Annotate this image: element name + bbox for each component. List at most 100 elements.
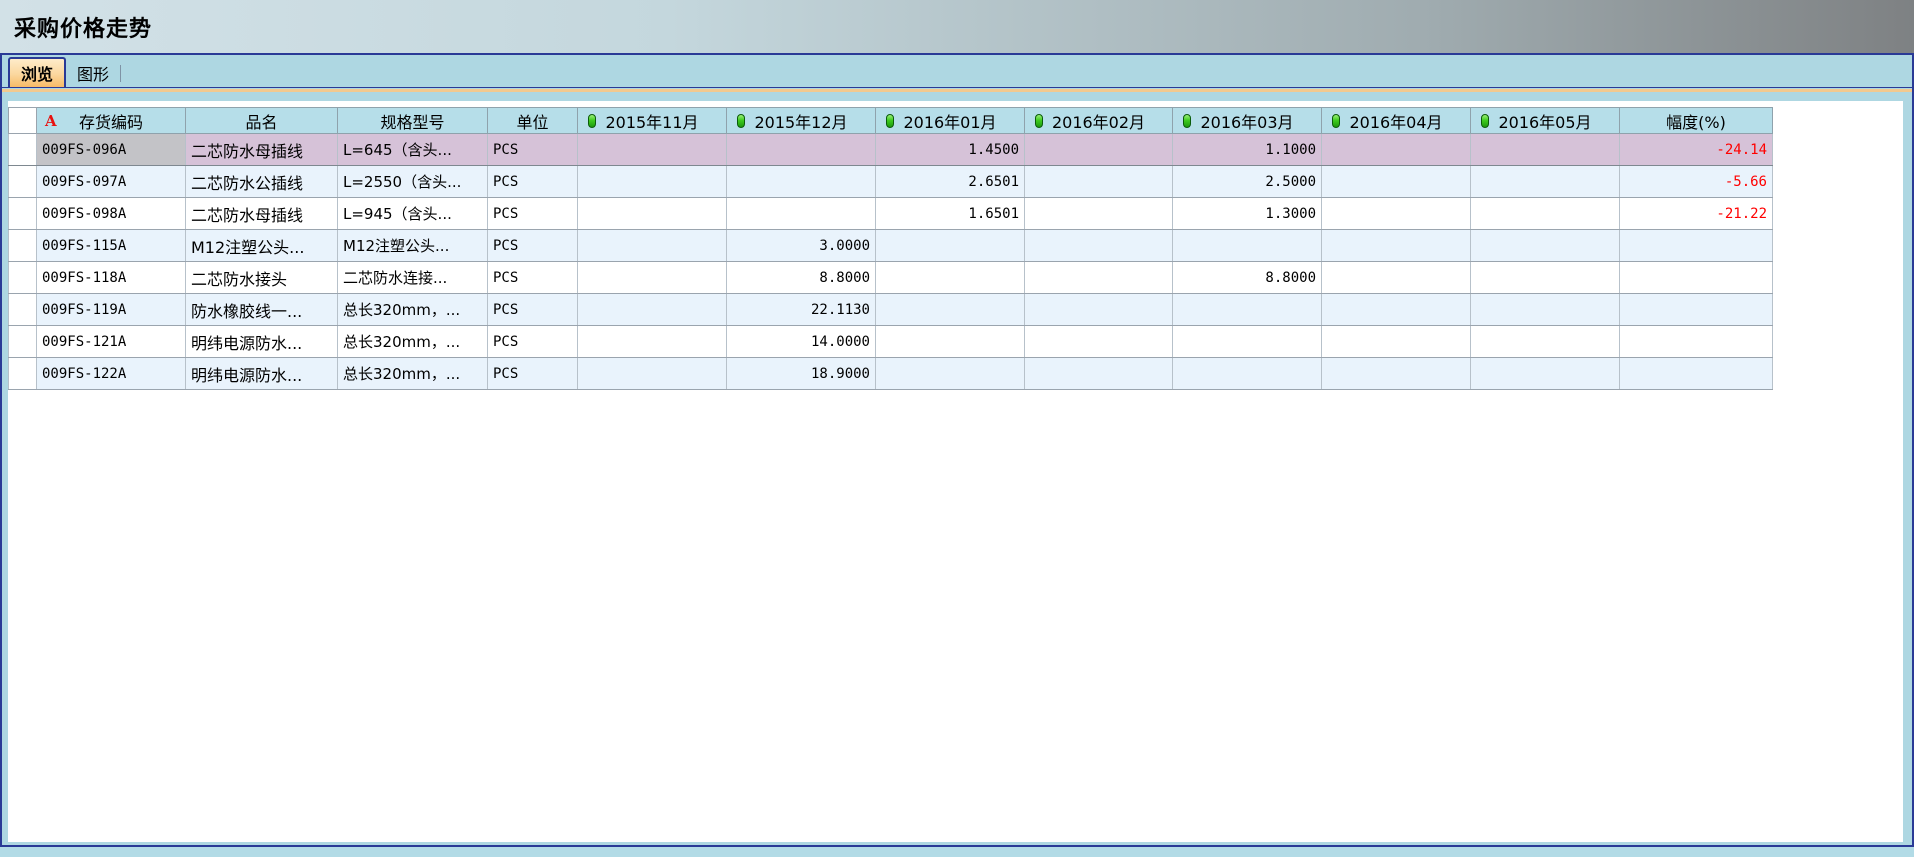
cell-name[interactable]: 二芯防水公插线 <box>185 165 338 198</box>
cell-month-3[interactable] <box>1024 165 1173 198</box>
cell-month-2[interactable] <box>875 325 1025 358</box>
cell-month-1[interactable]: 22.1130 <box>726 293 876 326</box>
cell-month-6[interactable] <box>1470 197 1620 230</box>
cell-month-1[interactable] <box>726 133 876 166</box>
cell-month-1[interactable]: 14.0000 <box>726 325 876 358</box>
row-selector[interactable] <box>8 357 37 390</box>
cell-spec[interactable]: L=645（含头... <box>337 133 488 166</box>
cell-month-2[interactable]: 1.6501 <box>875 197 1025 230</box>
cell-month-6[interactable] <box>1470 293 1620 326</box>
cell-month-2[interactable] <box>875 261 1025 294</box>
col-header-spec[interactable]: 规格型号 <box>337 107 488 134</box>
cell-range[interactable] <box>1619 293 1773 326</box>
cell-spec[interactable]: 二芯防水连接... <box>337 261 488 294</box>
cell-month-5[interactable] <box>1321 293 1471 326</box>
cell-month-2[interactable] <box>875 293 1025 326</box>
col-header-unit[interactable]: 单位 <box>487 107 578 134</box>
cell-spec[interactable]: 总长320mm，... <box>337 293 488 326</box>
cell-month-0[interactable] <box>577 197 727 230</box>
cell-unit[interactable]: PCS <box>487 325 578 358</box>
cell-month-6[interactable] <box>1470 165 1620 198</box>
cell-unit[interactable]: PCS <box>487 229 578 262</box>
tab-graph[interactable]: 图形 <box>66 59 120 87</box>
row-selector[interactable] <box>8 133 37 166</box>
cell-code[interactable]: 009FS-121A <box>36 325 186 358</box>
cell-code[interactable]: 009FS-098A <box>36 197 186 230</box>
cell-code[interactable]: 009FS-119A <box>36 293 186 326</box>
cell-month-6[interactable] <box>1470 357 1620 390</box>
cell-month-3[interactable] <box>1024 261 1173 294</box>
col-header-month-6[interactable]: 2016年05月 <box>1470 107 1620 134</box>
cell-month-5[interactable] <box>1321 133 1471 166</box>
cell-month-5[interactable] <box>1321 261 1471 294</box>
col-header-month-3[interactable]: 2016年02月 <box>1024 107 1173 134</box>
cell-month-1[interactable] <box>726 197 876 230</box>
cell-month-0[interactable] <box>577 261 727 294</box>
col-header-month-5[interactable]: 2016年04月 <box>1321 107 1471 134</box>
col-header-month-4[interactable]: 2016年03月 <box>1172 107 1322 134</box>
col-header-month-2[interactable]: 2016年01月 <box>875 107 1025 134</box>
table-row[interactable]: 009FS-121A 明纬电源防水... 总长320mm，... PCS 14.… <box>8 325 1773 358</box>
cell-code[interactable]: 009FS-096A <box>36 133 186 166</box>
cell-name[interactable]: 防水橡胶线一... <box>185 293 338 326</box>
cell-month-3[interactable] <box>1024 325 1173 358</box>
cell-range[interactable] <box>1619 229 1773 262</box>
cell-month-1[interactable]: 18.9000 <box>726 357 876 390</box>
cell-name[interactable]: M12注塑公头... <box>185 229 338 262</box>
cell-unit[interactable]: PCS <box>487 261 578 294</box>
cell-month-5[interactable] <box>1321 229 1471 262</box>
cell-range[interactable] <box>1619 357 1773 390</box>
cell-name[interactable]: 二芯防水母插线 <box>185 197 338 230</box>
cell-range[interactable] <box>1619 325 1773 358</box>
cell-range[interactable] <box>1619 261 1773 294</box>
cell-code[interactable]: 009FS-118A <box>36 261 186 294</box>
cell-name[interactable]: 明纬电源防水... <box>185 357 338 390</box>
row-selector[interactable] <box>8 261 37 294</box>
row-selector[interactable] <box>8 325 37 358</box>
cell-spec[interactable]: L=945（含头... <box>337 197 488 230</box>
cell-month-4[interactable] <box>1172 357 1322 390</box>
cell-month-2[interactable] <box>875 229 1025 262</box>
cell-spec[interactable]: L=2550（含头... <box>337 165 488 198</box>
cell-month-0[interactable] <box>577 165 727 198</box>
cell-month-4[interactable] <box>1172 229 1322 262</box>
cell-month-4[interactable]: 8.8000 <box>1172 261 1322 294</box>
tab-browse[interactable]: 浏览 <box>8 57 67 87</box>
cell-name[interactable]: 明纬电源防水... <box>185 325 338 358</box>
row-selector[interactable] <box>8 165 37 198</box>
cell-month-6[interactable] <box>1470 229 1620 262</box>
cell-unit[interactable]: PCS <box>487 357 578 390</box>
cell-month-6[interactable] <box>1470 261 1620 294</box>
cell-unit[interactable]: PCS <box>487 133 578 166</box>
cell-month-4[interactable] <box>1172 325 1322 358</box>
cell-range[interactable]: -5.66 <box>1619 165 1773 198</box>
cell-month-4[interactable]: 2.5000 <box>1172 165 1322 198</box>
col-header-month-0[interactable]: 2015年11月 <box>577 107 727 134</box>
cell-spec[interactable]: 总长320mm，... <box>337 325 488 358</box>
table-row[interactable]: 009FS-122A 明纬电源防水... 总长320mm，... PCS 18.… <box>8 357 1773 390</box>
cell-month-0[interactable] <box>577 133 727 166</box>
cell-month-0[interactable] <box>577 325 727 358</box>
cell-month-4[interactable]: 1.1000 <box>1172 133 1322 166</box>
col-header-name[interactable]: 品名 <box>185 107 338 134</box>
cell-code[interactable]: 009FS-122A <box>36 357 186 390</box>
cell-month-2[interactable]: 2.6501 <box>875 165 1025 198</box>
cell-name[interactable]: 二芯防水母插线 <box>185 133 338 166</box>
cell-unit[interactable]: PCS <box>487 293 578 326</box>
cell-month-1[interactable]: 8.8000 <box>726 261 876 294</box>
cell-month-0[interactable] <box>577 357 727 390</box>
cell-month-6[interactable] <box>1470 325 1620 358</box>
cell-unit[interactable]: PCS <box>487 165 578 198</box>
cell-month-5[interactable] <box>1321 325 1471 358</box>
cell-spec[interactable]: M12注塑公头... <box>337 229 488 262</box>
row-selector[interactable] <box>8 293 37 326</box>
table-row[interactable]: 009FS-097A 二芯防水公插线 L=2550（含头... PCS 2.65… <box>8 165 1773 198</box>
cell-code[interactable]: 009FS-097A <box>36 165 186 198</box>
cell-month-4[interactable] <box>1172 293 1322 326</box>
cell-month-5[interactable] <box>1321 197 1471 230</box>
table-row[interactable]: 009FS-118A 二芯防水接头 二芯防水连接... PCS 8.8000 8… <box>8 261 1773 294</box>
row-selector[interactable] <box>8 197 37 230</box>
table-row[interactable]: 009FS-115A M12注塑公头... M12注塑公头... PCS 3.0… <box>8 229 1773 262</box>
cell-month-0[interactable] <box>577 293 727 326</box>
cell-month-3[interactable] <box>1024 357 1173 390</box>
